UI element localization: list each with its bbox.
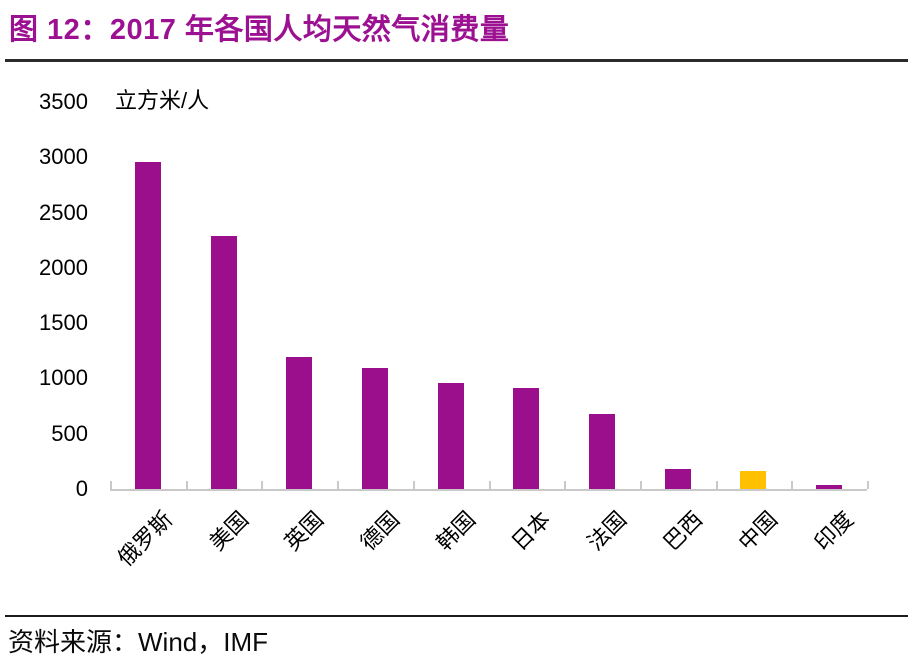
- bar-韩国: [437, 382, 464, 489]
- source-label: 资料来源：: [8, 628, 139, 657]
- bar-chart: 立方米/人 0 500 1000 1500 2000 2500 3000 3500 俄罗斯 美国…: [0, 70, 919, 610]
- y-axis-tick-label: 3500: [39, 89, 88, 114]
- y-axis-tick-label: 0: [75, 476, 88, 501]
- x-axis-tick-mark: [110, 481, 112, 489]
- x-axis-label: 英国: [279, 506, 329, 556]
- y-axis-tick-label: 1500: [39, 310, 88, 336]
- x-axis-label: 法国: [582, 506, 632, 556]
- source-value: Wind，IMF: [138, 627, 269, 657]
- y-axis-unit-label: 立方米/人: [115, 88, 210, 113]
- x-axis-tick-mark: [715, 481, 718, 489]
- x-axis-label: 巴西: [658, 506, 707, 556]
- bar-俄罗斯: [134, 161, 161, 489]
- figure-title: 图 12：2017 年各国人均天然气消费量: [9, 14, 510, 46]
- x-axis-label: 俄罗斯: [112, 506, 178, 571]
- y-axis-tick-label: 1000: [39, 365, 88, 391]
- x-axis-label: 美国: [203, 506, 253, 556]
- x-axis-label: 中国: [733, 506, 783, 556]
- x-axis-tick-mark: [791, 481, 794, 489]
- x-axis-tick-mark: [488, 481, 491, 489]
- y-axis-tick-label: 3000: [39, 144, 88, 170]
- x-axis-tick-mark: [639, 481, 642, 489]
- source-text: 资料来源：Wind，IMF: [8, 622, 268, 659]
- bar-印度: [816, 484, 843, 489]
- bar-德国: [361, 368, 388, 489]
- x-axis-tick-mark: [867, 481, 869, 489]
- x-axis-tick-mark: [337, 481, 340, 489]
- bar-法国: [589, 413, 616, 489]
- x-axis-tick-mark: [412, 481, 415, 489]
- x-axis-tick-mark: [185, 481, 188, 489]
- title-divider: [5, 59, 908, 62]
- source-divider: [5, 615, 908, 617]
- bar-日本: [513, 388, 540, 489]
- x-axis-line: [110, 489, 867, 491]
- bar-美国: [210, 235, 237, 489]
- x-axis-label: 印度: [809, 506, 859, 556]
- y-axis-tick-label: 500: [51, 420, 88, 446]
- bar-中国: [740, 471, 767, 489]
- x-axis-label: 日本: [506, 506, 556, 556]
- bar-巴西: [664, 469, 691, 489]
- x-axis-label: 德国: [355, 506, 405, 556]
- x-axis-tick-mark: [564, 481, 567, 489]
- y-axis-tick-label: 2000: [39, 254, 88, 280]
- bar-英国: [286, 357, 313, 489]
- y-axis-tick-label: 2500: [39, 199, 88, 225]
- x-axis-label: 韩国: [431, 506, 480, 556]
- x-axis-tick-mark: [261, 481, 264, 489]
